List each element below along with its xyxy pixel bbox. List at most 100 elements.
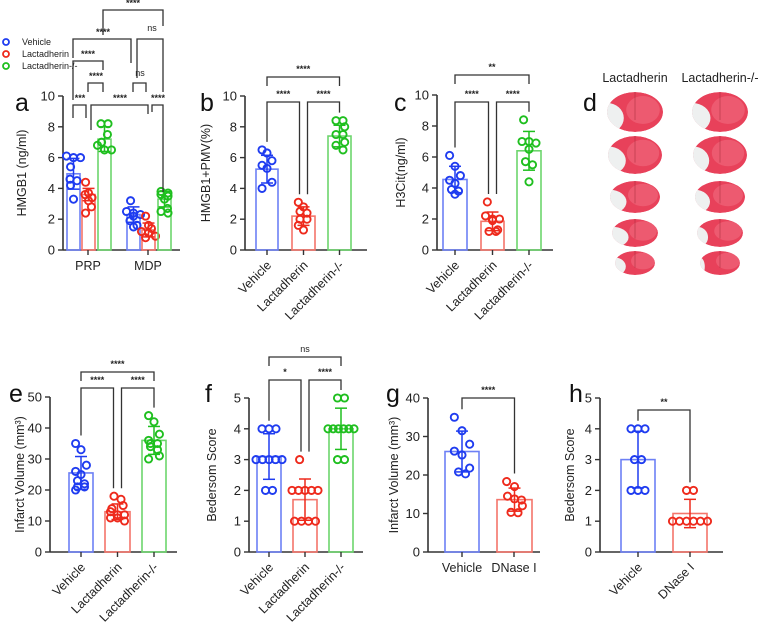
- significance-bracket: [80, 371, 155, 381]
- data-point: [128, 222, 139, 232]
- bar-group-vehicle: [444, 412, 480, 553]
- significance-bracket: [136, 38, 164, 92]
- data-point: [344, 424, 354, 434]
- bar-group-lactadherin: [291, 197, 316, 251]
- column-title: Lactadherin: [602, 71, 667, 85]
- panel-letter: b: [200, 89, 214, 117]
- legend-marker: [2, 62, 10, 70]
- panel-letter: f: [205, 380, 212, 408]
- y-axis-label: H3Cit(ng/ml): [394, 137, 408, 207]
- significance-bracket: [72, 38, 132, 63]
- data-point: [92, 140, 103, 150]
- y-tick-label: 4: [585, 421, 592, 436]
- data-point: [702, 516, 713, 526]
- data-point: [106, 145, 117, 155]
- data-point: [257, 183, 267, 193]
- data-point: [640, 424, 650, 434]
- brain-slice-image: [607, 92, 663, 132]
- data-point: [119, 510, 130, 520]
- data-point: [339, 424, 349, 434]
- y-tick-label: 10: [223, 89, 237, 104]
- significance-label: ****: [81, 49, 96, 59]
- significance-bracket: [495, 101, 530, 194]
- significance-bracket: [454, 101, 490, 194]
- significance-label: ns: [135, 68, 145, 78]
- y-tick-label: 20: [406, 468, 420, 483]
- y-tick-label: 1: [234, 514, 241, 529]
- significance-bracket: [268, 379, 302, 452]
- y-tick-label: 4: [48, 181, 55, 196]
- significance-bracket: [80, 387, 115, 489]
- legend-label: Lactadherin: [22, 49, 69, 59]
- data-point: [141, 211, 151, 221]
- data-point: [465, 439, 475, 449]
- panel-letter: a: [15, 89, 29, 117]
- data-point: [81, 177, 91, 187]
- bar-group-lactadherin-: [323, 393, 359, 553]
- x-tick-label: DNase I: [491, 561, 536, 575]
- bar-group-lactadherin: [287, 455, 323, 553]
- data-point: [267, 177, 277, 187]
- data-point: [531, 138, 541, 148]
- data-point: [298, 225, 309, 235]
- brain-slice-image: [615, 251, 655, 275]
- bar-group-vehicle: [121, 196, 146, 251]
- significance-label: ****: [90, 375, 105, 385]
- significance-label: **: [488, 62, 496, 72]
- data-point: [277, 455, 287, 465]
- bar-group-lactadherin-: [92, 119, 117, 251]
- bar-group-dnase-i: [667, 485, 713, 553]
- y-tick-label: 20: [28, 483, 42, 498]
- y-tick-label: 8: [422, 119, 429, 134]
- significance-label: **: [660, 397, 668, 407]
- data-point: [688, 485, 699, 495]
- significance-label: ****: [296, 64, 311, 74]
- x-tick-label: MDP: [134, 259, 162, 273]
- data-point: [76, 445, 86, 455]
- x-tick-label: DNase I: [655, 560, 697, 602]
- brain-slice-image: [700, 251, 740, 275]
- data-point: [81, 460, 91, 470]
- significance-bracket: [87, 82, 104, 92]
- significance-bracket: [102, 9, 164, 35]
- panel-letter: h: [569, 380, 583, 408]
- data-point: [527, 160, 538, 170]
- brain-slice-image: [692, 92, 748, 132]
- data-point: [517, 501, 527, 511]
- y-axis-label: Bedersom Score: [563, 428, 577, 521]
- y-tick-label: 0: [35, 545, 42, 560]
- y-tick-label: 4: [234, 421, 241, 436]
- panel-letter: c: [394, 89, 407, 117]
- y-axis-label: Infarct Volume (mm³): [387, 417, 401, 534]
- y-tick-label: 0: [585, 545, 592, 560]
- data-point: [68, 194, 79, 204]
- data-point: [271, 424, 281, 434]
- y-tick-label: 50: [28, 390, 42, 405]
- bar-group-dnase-i: [496, 476, 533, 553]
- panel-letter: d: [583, 89, 597, 117]
- data-point: [449, 446, 459, 456]
- significance-label: ****: [126, 0, 141, 8]
- panel-letter: e: [9, 380, 23, 408]
- significance-bracket: [308, 379, 342, 452]
- brain-slice-image: [695, 181, 745, 213]
- data-point: [524, 177, 534, 187]
- bar-group-lactadherin-: [141, 411, 167, 553]
- y-tick-label: 2: [585, 483, 592, 498]
- significance-bracket: [454, 74, 530, 84]
- significance-bracket: [132, 82, 147, 92]
- y-tick-label: 10: [415, 88, 429, 103]
- significance-label: ****: [113, 93, 128, 103]
- y-axis-label: Infarct Volume (mm³): [13, 416, 27, 533]
- significance-bracket: [266, 101, 301, 195]
- y-axis-label: Bedersom Score: [205, 428, 219, 521]
- data-point: [154, 429, 164, 439]
- y-tick-label: 2: [48, 212, 55, 227]
- data-point: [119, 516, 130, 526]
- brain-slice-image: [612, 219, 658, 247]
- bar: [97, 138, 112, 251]
- significance-label: ****: [481, 385, 496, 395]
- y-tick-label: 5: [585, 391, 592, 406]
- brain-slice-image: [693, 136, 747, 174]
